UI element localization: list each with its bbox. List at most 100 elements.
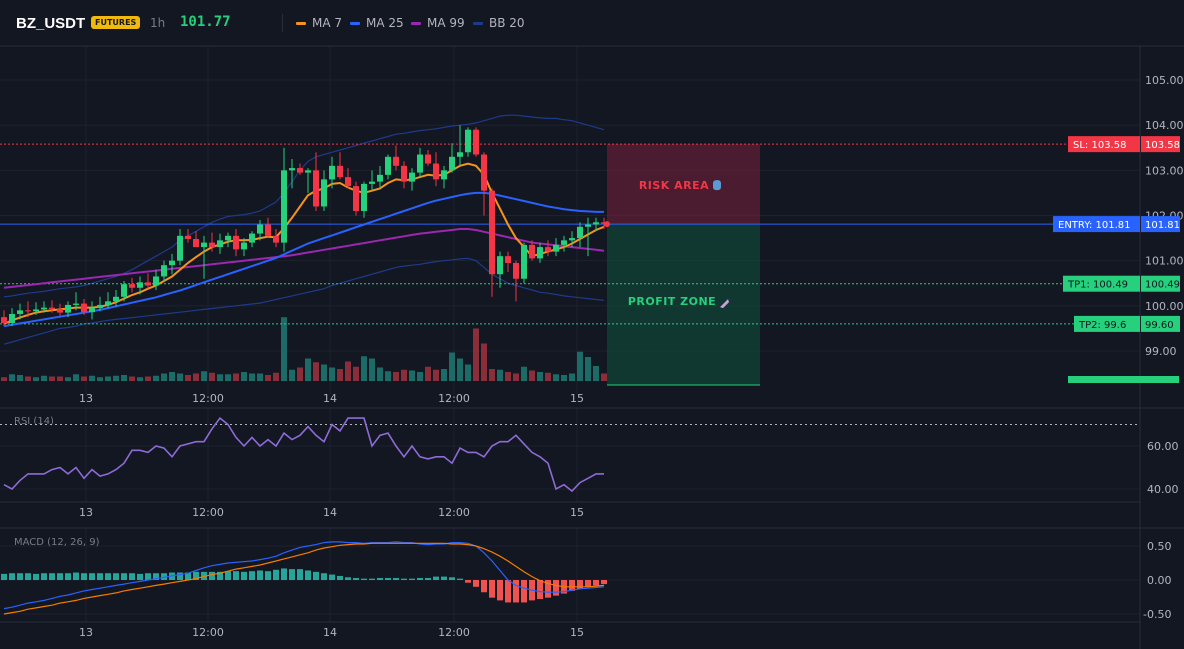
volume-bar [1, 377, 7, 381]
volume-bar [585, 357, 591, 381]
macd-hist-bar [193, 571, 199, 580]
volume-bar [209, 372, 215, 381]
volume-bar [433, 369, 439, 381]
legend-bb20-label: BB 20 [489, 16, 525, 30]
candle-body [9, 313, 15, 323]
macd-hist-bar [313, 571, 319, 580]
volume-bar [161, 373, 167, 381]
candle-body [313, 170, 319, 207]
candle-body [265, 224, 271, 236]
legend-ma7[interactable]: MA 7 [296, 16, 342, 30]
macd-hist-bar [497, 580, 503, 601]
volume-bar [225, 374, 231, 381]
volume-bar [601, 373, 607, 381]
last-price: 101.77 [180, 14, 231, 30]
macd-hist-bar [569, 580, 575, 591]
volume-bar [513, 373, 519, 381]
candle-body [337, 165, 343, 178]
bollinger-bands [3, 114, 605, 345]
macd-hist-bar [441, 576, 447, 580]
volume-bar [105, 376, 111, 381]
candle-body [593, 222, 599, 225]
volume-bar [177, 373, 183, 381]
sl-tag-price-box [1141, 136, 1180, 153]
macd-hist-bar [25, 573, 31, 580]
macd-hist-bar [337, 575, 343, 580]
volume-bar [9, 374, 15, 381]
volume-bar [25, 376, 31, 381]
macd-hist-bar [465, 580, 471, 583]
volume-bar [369, 358, 375, 381]
candle-body [241, 242, 247, 250]
volume-bar [465, 364, 471, 381]
volume-bar [353, 366, 359, 381]
candle-body [209, 242, 215, 248]
legend-ma7-label: MA 7 [312, 16, 343, 30]
candle-body [505, 256, 511, 263]
profit-zone-label: PROFIT ZONE [628, 295, 716, 308]
volume-bar [537, 372, 543, 381]
candle-body [585, 224, 591, 227]
candle-body [65, 304, 71, 313]
macd-hist-bar [153, 573, 159, 580]
volume-bar [393, 372, 399, 381]
macd-hist-bar [505, 580, 511, 603]
candle-body [361, 183, 367, 211]
volume-bar [593, 366, 599, 381]
tp2-tag-price: 99.60 [1145, 320, 1174, 331]
candle-body [273, 235, 279, 243]
entry-tag-label-box [1053, 216, 1140, 233]
sl-tag-text: SL: 103.58 [1073, 140, 1126, 151]
macd-hist-bar [33, 573, 39, 580]
profit-zone [607, 224, 760, 385]
volume-bar [65, 377, 71, 381]
candle-body [457, 152, 463, 157]
macd-hist-bar [393, 577, 399, 580]
volume-bar [41, 375, 47, 381]
macd-tick-label: 0.50 [1147, 540, 1172, 553]
volume-bar [489, 369, 495, 381]
legend-ma25[interactable]: MA 25 [350, 16, 404, 30]
macd-hist-bar [361, 578, 367, 580]
candle-body [353, 186, 359, 211]
candle-body [201, 242, 207, 248]
time-tick-label: 13 [79, 392, 93, 405]
time-tick-label: 12:00 [438, 626, 470, 639]
candle-body [289, 168, 295, 171]
price-tick-label: 99.00 [1145, 345, 1177, 358]
candle-body [81, 303, 87, 313]
macd-hist-bar [297, 569, 303, 580]
time-tick-label: 13 [79, 506, 93, 519]
macd-hist-bar [1, 573, 7, 580]
legend-ma99-label: MA 99 [427, 16, 465, 30]
candle-body [193, 238, 199, 248]
macd-hist-bar [233, 571, 239, 580]
rsi-title: RSI (14) [14, 416, 54, 427]
volume-bar [241, 372, 247, 381]
macd-hist-bar [209, 571, 215, 580]
ma7-line [3, 162, 605, 325]
macd-hist-bar [65, 573, 71, 580]
timeframe-label[interactable]: 1h [150, 16, 166, 30]
candle-body [401, 165, 407, 182]
tp1-tag-text: TP1: 100.49 [1067, 280, 1128, 291]
candle-body [73, 303, 79, 305]
symbol-name[interactable]: BZ_USDT [16, 15, 86, 32]
candle-body [129, 284, 135, 288]
volume-bar [337, 369, 343, 381]
legend-ma99[interactable]: MA 99 [411, 16, 465, 30]
futures-badge: FUTURES [91, 16, 141, 29]
volume-bar [57, 376, 63, 381]
macd-hist-bar [385, 577, 391, 580]
candle-body [185, 235, 191, 239]
macd-hist-bar [249, 571, 255, 580]
candle-body [377, 174, 383, 182]
macd-hist-bar [425, 577, 431, 580]
candle-body [281, 170, 287, 243]
candle-body [113, 296, 119, 302]
legend-bb20[interactable]: BB 20 [473, 16, 525, 30]
volume-bar [425, 366, 431, 381]
macd-hist-bar [481, 580, 487, 593]
price-tick-label: 101.00 [1145, 255, 1184, 268]
